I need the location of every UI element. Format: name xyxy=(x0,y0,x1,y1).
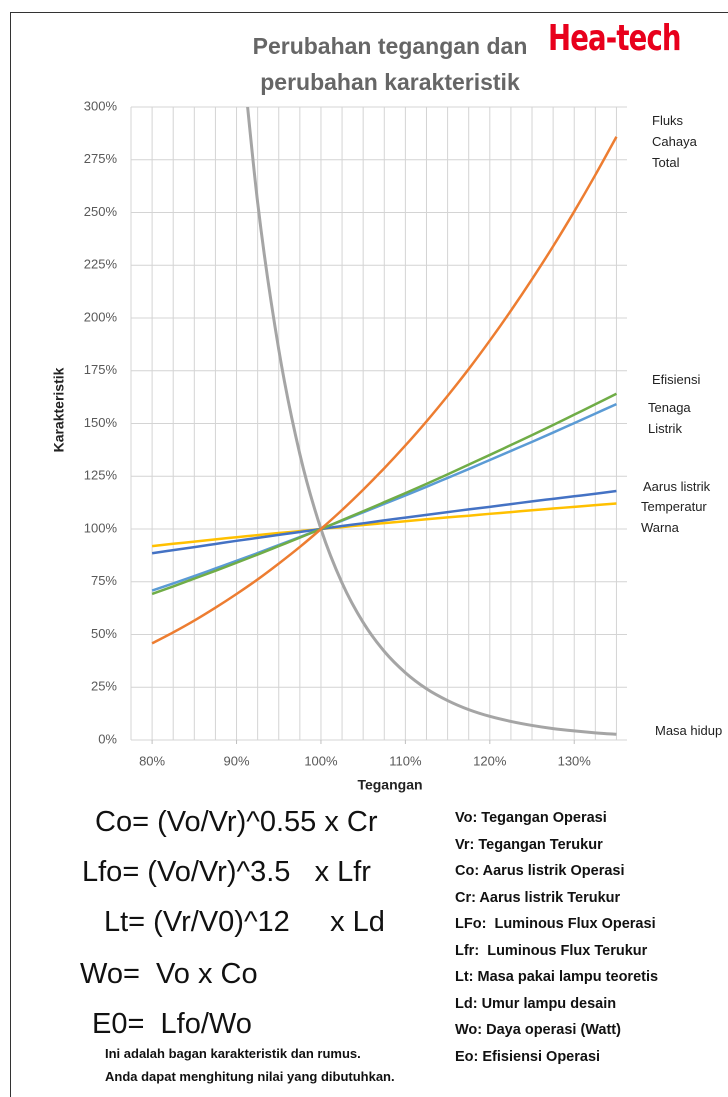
chart-title: Perubahan tegangan dan perubahan karakte… xyxy=(252,33,528,95)
x-tick-label: 80% xyxy=(139,753,165,768)
y-tick-label: 175% xyxy=(84,362,118,377)
series-line xyxy=(151,136,618,645)
y-tick-label: 275% xyxy=(84,151,118,166)
y-tick-label: 150% xyxy=(84,415,118,430)
definition: Vr: Tegangan Terukur xyxy=(455,836,603,853)
definition: Wo: Daya operasi (Watt) xyxy=(455,1022,621,1038)
series-label: Masa hidup xyxy=(655,723,723,738)
brand: Hea-tech xyxy=(548,18,682,59)
series-line xyxy=(246,107,617,736)
note: Anda dapat menghitung nilai yang dibutuh… xyxy=(105,1069,395,1084)
definition: Lt: Masa pakai lampu teoretis xyxy=(455,969,659,985)
y-tick-label: 0% xyxy=(98,731,117,746)
frame xyxy=(10,12,728,1097)
series-label: Efisiensi xyxy=(652,372,701,387)
definition: Co: Aarus listrik Operasi xyxy=(455,863,625,879)
series-line xyxy=(151,402,617,592)
formula: Wo= Vo x Co xyxy=(80,958,258,990)
y-tick-label: 225% xyxy=(84,257,118,272)
plot-lines xyxy=(151,107,618,736)
definition: Vo: Tegangan Operasi xyxy=(455,810,607,826)
y-tick-label: 200% xyxy=(84,309,118,324)
formula: Lt= (Vr/V0)^12 x Ld xyxy=(104,906,385,938)
x-axis-title: Tegangan xyxy=(357,777,422,793)
y-tick-label: 25% xyxy=(91,679,117,694)
series-line xyxy=(151,502,617,548)
y-axis-title: Karakteristik xyxy=(51,367,67,452)
y-tick-label: 100% xyxy=(84,520,118,535)
definition: Ld: Umur lampu desain xyxy=(455,995,617,1012)
series-line xyxy=(151,489,617,555)
x-tick-label: 130% xyxy=(558,753,592,768)
chart: Tegangan Karakteristik 0% 25% 50% 75% 100% 12… xyxy=(51,98,627,793)
x-tick-label: 110% xyxy=(389,753,422,768)
definition: Eo: Efisiensi Operasi xyxy=(455,1048,601,1065)
formula: Lfo= (Vo/Vr)^3.5 x Lfr xyxy=(82,856,371,888)
formula: E0= Lfo/Wo xyxy=(92,1008,252,1040)
x-tick-label: 100% xyxy=(304,753,338,768)
definition: Lfr: Luminous Flux Terukur xyxy=(455,942,648,959)
y-tick-label: 300% xyxy=(84,98,118,113)
x-tick-label: 90% xyxy=(224,753,250,768)
definition: Cr: Aarus listrik Terukur xyxy=(455,889,621,906)
series-label: Fluks Cahaya Total xyxy=(652,113,697,170)
y-tick-label: 50% xyxy=(91,626,117,641)
series-label: Aarus listrik xyxy=(643,479,711,494)
note: Ini adalah bagan karakteristik dan rumus… xyxy=(105,1046,361,1061)
y-tick-label: 125% xyxy=(84,468,118,483)
series-label: Tenaga Listrik xyxy=(648,400,691,436)
series-label: Temperatur Warna xyxy=(641,499,707,535)
y-tick-label: 250% xyxy=(84,204,118,219)
formula: Co= (Vo/Vr)^0.55 x Cr xyxy=(95,806,378,838)
x-tick-label: 120% xyxy=(473,753,507,768)
series-line xyxy=(151,392,618,596)
y-tick-label: 75% xyxy=(91,573,117,588)
definition: LFo: Luminous Flux Operasi xyxy=(455,916,656,932)
